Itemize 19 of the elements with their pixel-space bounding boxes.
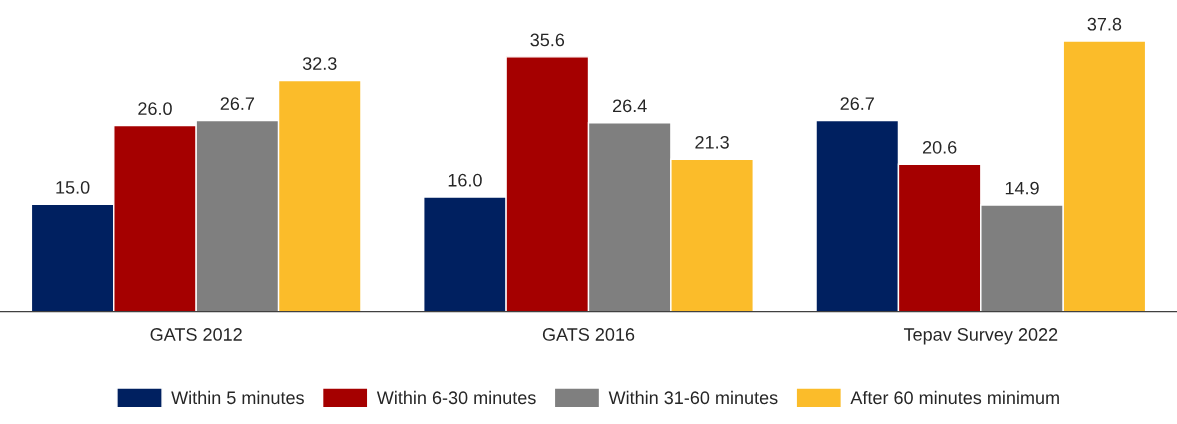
legend-label: Within 6-30 minutes xyxy=(376,390,536,405)
data-label: 14.9 xyxy=(1005,181,1039,195)
data-label: 32.3 xyxy=(302,57,337,70)
legend-label: Within 31-60 minutes xyxy=(608,390,778,405)
data-label: 35.6 xyxy=(530,33,565,47)
x-tick-label: GATS 2016 xyxy=(542,328,635,341)
legend-label: Within 5 minutes xyxy=(171,390,304,405)
data-label: 26.7 xyxy=(220,97,255,111)
x-tick-label: Tepav Survey 2022 xyxy=(903,328,1058,345)
data-label: 15.0 xyxy=(56,180,90,194)
x-tick-label: GATS 2012 xyxy=(150,328,242,341)
data-label: 37.8 xyxy=(1087,17,1122,31)
data-label: 16.0 xyxy=(448,173,482,187)
data-label: 20.6 xyxy=(922,140,957,154)
data-label: 21.3 xyxy=(695,135,729,149)
legend-label: After 60 minutes minimum xyxy=(850,390,1059,405)
data-label: 26.0 xyxy=(138,102,172,116)
data-label: 26.4 xyxy=(613,99,647,113)
data-label: 26.7 xyxy=(840,97,874,111)
